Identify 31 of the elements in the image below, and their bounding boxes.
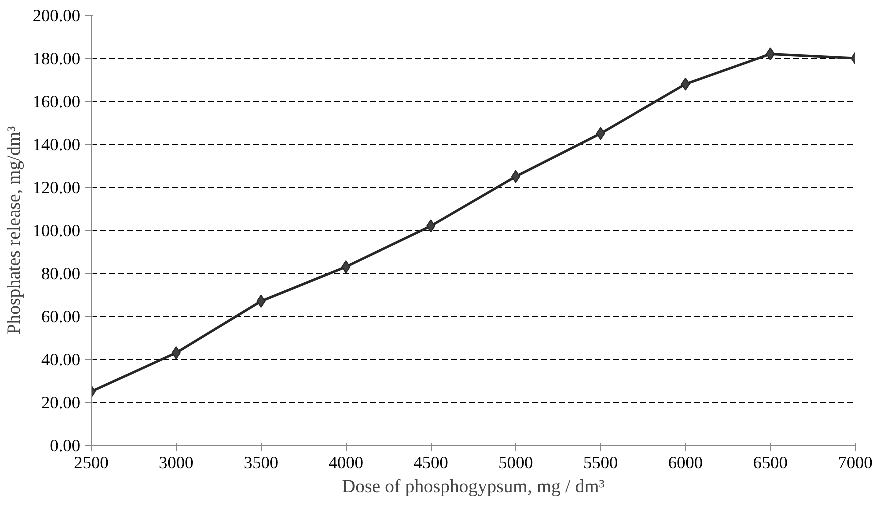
x-tick-label: 6500 [753,454,788,472]
point [766,48,776,61]
point [426,220,436,233]
point [511,170,520,184]
x-tick-label: 7000 [838,454,873,472]
y-tick-label: 140.00 [32,136,81,154]
y-tick-label: 180.00 [32,50,81,68]
y-tick-label: 100.00 [32,222,81,240]
y-tick-label: 20.00 [42,394,81,412]
point [256,294,266,308]
x-axis-title: Dose of phosphogypsum, mg / dm³ [342,476,606,498]
x-tick-label: 3500 [244,454,279,472]
y-tick-label: 40.00 [42,350,81,370]
x-tick-label: 2500 [74,454,109,472]
y-tick-label: 0.00 [50,436,81,456]
point [596,127,606,140]
point [681,78,690,91]
y-tick-label: 60.00 [42,308,81,326]
x-tick-label: 4500 [414,454,448,472]
x-tick-label: 5000 [498,454,534,472]
x-tick-label: 5500 [584,454,618,472]
y-tick-label: 120.00 [32,178,81,198]
y-tick-label: 160.00 [32,92,81,112]
y-tick-label: 80.00 [42,264,81,284]
x-tick-label: 6000 [668,454,704,472]
x-tick-label: 3000 [159,454,194,472]
y-axis-title: Phosphates release, mg/dm³ [4,126,25,335]
point [172,346,181,360]
y-tick-label: 200.00 [32,6,81,26]
x-tick-label: 4000 [328,454,364,472]
point [342,260,351,274]
